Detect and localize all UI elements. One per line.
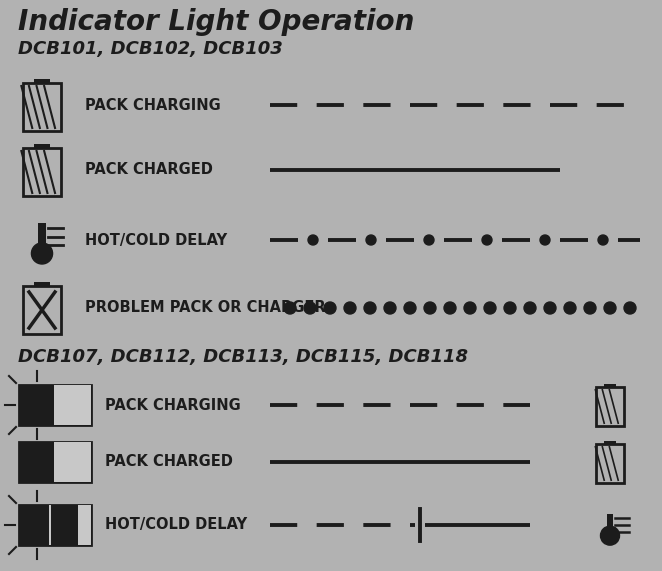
- Circle shape: [424, 302, 436, 314]
- Circle shape: [564, 302, 576, 314]
- Circle shape: [366, 235, 376, 245]
- Circle shape: [584, 302, 596, 314]
- Circle shape: [482, 235, 492, 245]
- Circle shape: [604, 302, 616, 314]
- Bar: [23, 286, 61, 334]
- Bar: [596, 387, 624, 426]
- Bar: [19, 385, 91, 425]
- Text: PACK CHARGING: PACK CHARGING: [105, 397, 241, 412]
- Circle shape: [304, 302, 316, 314]
- Bar: [19, 442, 91, 482]
- Bar: [78, 505, 91, 545]
- Bar: [23, 83, 61, 131]
- Text: DCB101, DCB102, DCB103: DCB101, DCB102, DCB103: [18, 40, 283, 58]
- Text: PROBLEM PACK OR CHARGER: PROBLEM PACK OR CHARGER: [85, 300, 326, 316]
- Bar: [49, 505, 51, 545]
- Circle shape: [364, 302, 376, 314]
- Text: HOT/COLD DELAY: HOT/COLD DELAY: [85, 232, 227, 247]
- Bar: [54, 442, 91, 482]
- Circle shape: [464, 302, 476, 314]
- Circle shape: [344, 302, 356, 314]
- Text: HOT/COLD DELAY: HOT/COLD DELAY: [105, 517, 247, 533]
- Bar: [51, 505, 78, 545]
- Bar: [19, 442, 54, 482]
- Bar: [23, 148, 61, 196]
- Text: DCB107, DCB112, DCB113, DCB115, DCB118: DCB107, DCB112, DCB113, DCB115, DCB118: [18, 348, 468, 366]
- Bar: [34, 79, 50, 84]
- Circle shape: [324, 302, 336, 314]
- Circle shape: [484, 302, 496, 314]
- Circle shape: [504, 302, 516, 314]
- Circle shape: [524, 302, 536, 314]
- Circle shape: [598, 235, 608, 245]
- Text: Indicator Light Operation: Indicator Light Operation: [18, 8, 414, 36]
- Circle shape: [444, 302, 456, 314]
- Circle shape: [404, 302, 416, 314]
- Circle shape: [384, 302, 396, 314]
- Bar: [34, 282, 50, 287]
- Circle shape: [284, 302, 296, 314]
- Bar: [606, 513, 614, 534]
- Bar: [19, 385, 54, 425]
- Bar: [604, 441, 616, 445]
- Bar: [596, 444, 624, 483]
- Circle shape: [424, 235, 434, 245]
- Bar: [19, 505, 49, 545]
- Circle shape: [600, 526, 620, 545]
- Bar: [19, 505, 91, 545]
- Circle shape: [308, 235, 318, 245]
- Bar: [54, 385, 91, 425]
- Text: PACK CHARGED: PACK CHARGED: [85, 163, 213, 178]
- Bar: [38, 223, 46, 252]
- Circle shape: [544, 302, 556, 314]
- Bar: [34, 144, 50, 149]
- Text: PACK CHARGED: PACK CHARGED: [105, 455, 233, 469]
- Circle shape: [31, 243, 52, 264]
- Text: PACK CHARGING: PACK CHARGING: [85, 98, 220, 112]
- Circle shape: [540, 235, 550, 245]
- Circle shape: [624, 302, 636, 314]
- Bar: [604, 384, 616, 388]
